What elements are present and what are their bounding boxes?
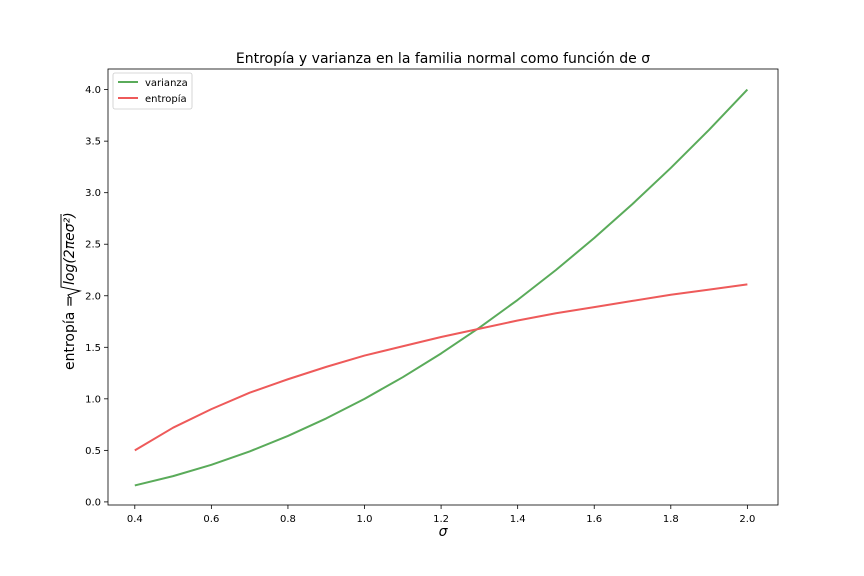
x-tick-label: 1.0 (357, 514, 373, 525)
x-tick-label: 0.4 (127, 514, 143, 525)
x-tick-label: 0.6 (203, 514, 219, 525)
x-axis-label: σ (439, 524, 449, 540)
y-tick-label: 1.5 (85, 343, 101, 354)
y-tick-label: 0.5 (85, 446, 101, 457)
legend-label-entropia: entropía (145, 93, 187, 105)
x-ticks: 0.4 0.6 0.8 1.0 1.2 1.4 1.6 1.8 2.0 (127, 505, 755, 525)
x-tick-label: 1.4 (510, 514, 526, 525)
x-tick-label: 1.8 (663, 514, 679, 525)
x-tick-label: 1.2 (433, 514, 449, 525)
y-ticks: 0.0 0.5 1.0 1.5 2.0 2.5 3.0 3.5 4.0 (85, 85, 108, 508)
legend-label-varianza: varianza (145, 78, 188, 89)
x-tick-label: 0.8 (280, 514, 296, 525)
y-tick-label: 4.0 (85, 85, 101, 96)
y-tick-label: 2.0 (85, 291, 101, 302)
y-axis-label: entropía = log(2πeσ²) (60, 212, 82, 370)
series-line-varianza (134, 88, 749, 487)
y-tick-label: 0.0 (85, 497, 101, 508)
y-axis-label-formula: log(2πeσ²) (62, 212, 78, 285)
y-tick-label: 2.5 (85, 240, 101, 251)
x-tick-label: 1.6 (586, 514, 602, 525)
y-tick-label: 3.5 (85, 137, 101, 148)
sqrt-sign-icon (60, 214, 82, 299)
plot-area (107, 68, 779, 506)
series-layer (134, 88, 749, 487)
chart-title: Entropía y varianza en la familia normal… (236, 51, 650, 67)
x-tick-label: 2.0 (739, 514, 755, 525)
y-tick-label: 1.0 (85, 394, 101, 405)
y-axis-label-prefix: entropía = (62, 295, 78, 370)
series-line-entropia (134, 283, 748, 452)
y-tick-label: 3.0 (85, 188, 101, 199)
legend: varianza entropía (112, 72, 193, 110)
